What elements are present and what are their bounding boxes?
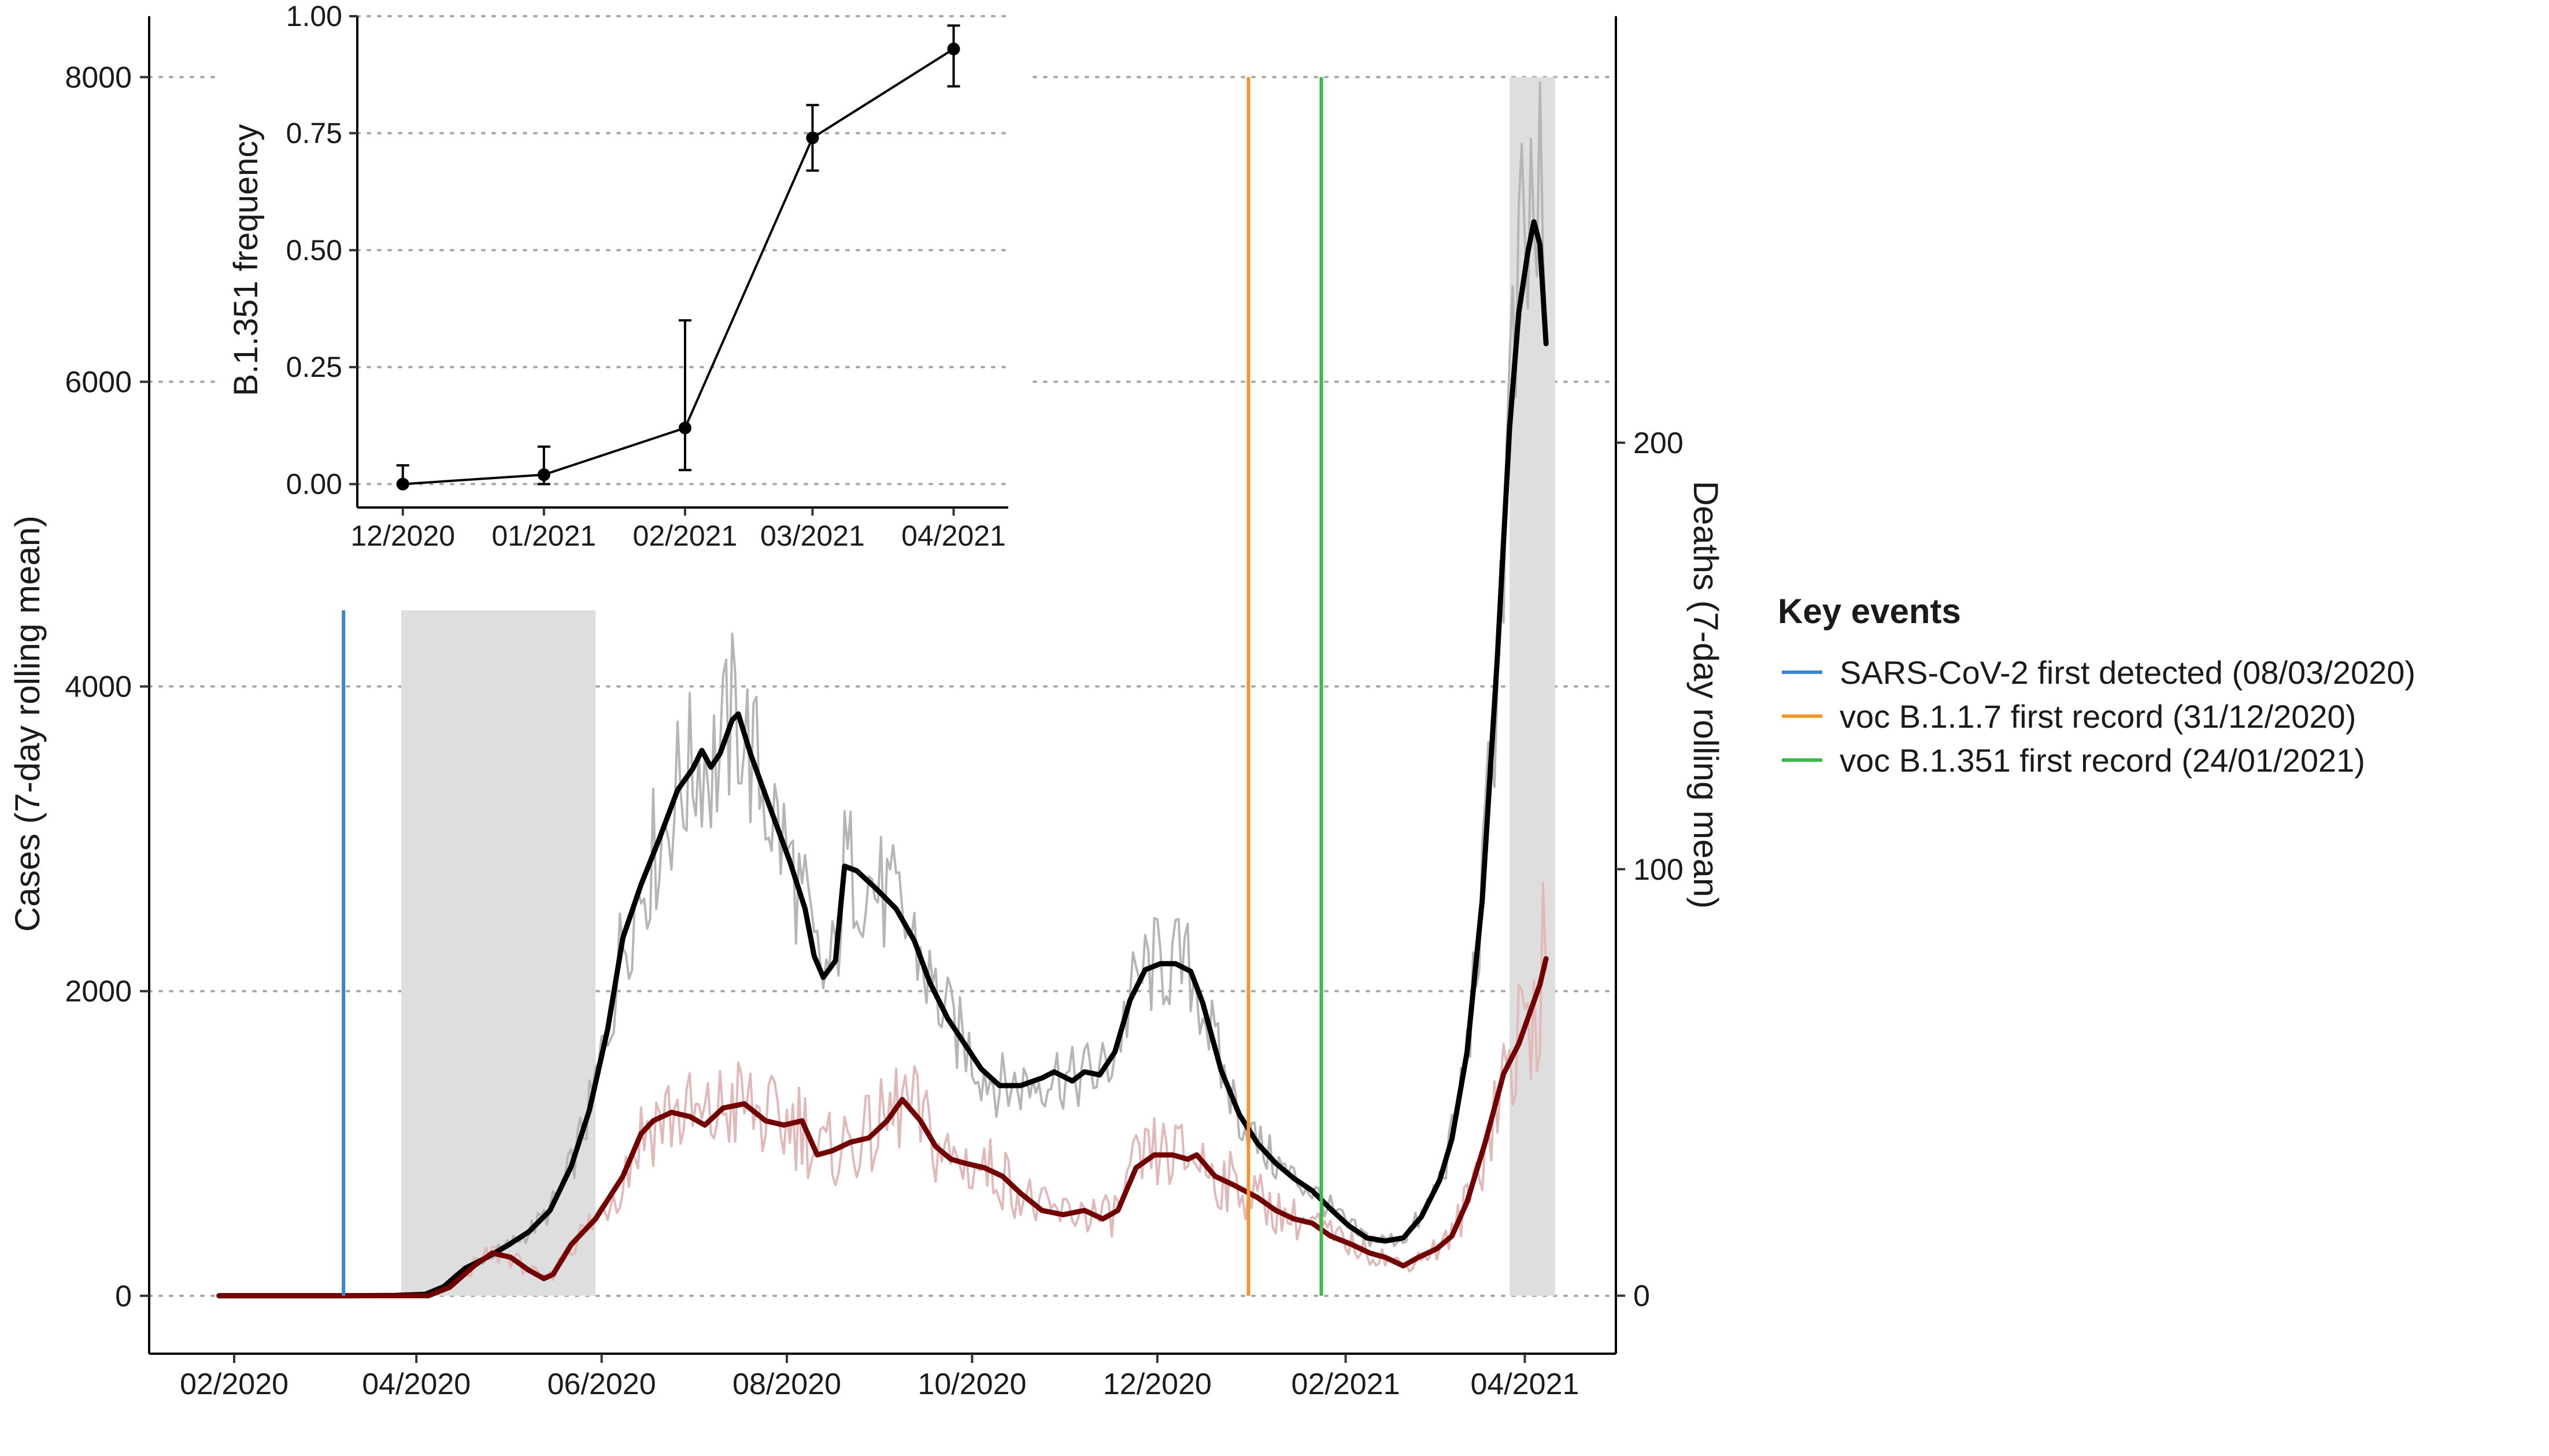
legend-entry-1: SARS-CoV-2 first detected (08/03/2020) [1782, 654, 2415, 691]
x-tick-label: 02/2020 [180, 1368, 288, 1401]
rolling-cases-line [216, 219, 1549, 1299]
inset-x-tick-label: 02/2021 [633, 520, 738, 552]
y-left-tick-label: 8000 [65, 61, 132, 94]
legend-entry-3: voc B.1.351 first record (24/01/2021) [1782, 742, 2365, 779]
inset-point-1 [396, 477, 409, 491]
inset-x-tick-label: 12/2020 [350, 520, 455, 552]
x-tick-label: 08/2020 [732, 1368, 841, 1401]
inset-y-tick-label: 1.00 [286, 0, 342, 32]
main-event-lines [342, 77, 1323, 1296]
y-left-tick-label: 4000 [65, 670, 132, 704]
y-left-tick-label: 6000 [65, 366, 132, 399]
y-left-tick-label: 2000 [65, 975, 132, 1009]
inset-y-axis-title: B.1.351 frequency [227, 124, 265, 397]
legend-title: Key events [1778, 592, 1961, 631]
shaded-period-2 [1510, 77, 1555, 1296]
inset-gridlines [356, 15, 1009, 486]
y-right-tick-label: 200 [1633, 427, 1684, 460]
x-tick-label: 10/2020 [918, 1368, 1026, 1401]
inset-point-3 [678, 421, 691, 435]
y-right-tick-label: 0 [1633, 1280, 1650, 1313]
inset-x-tick-label: 04/2021 [901, 520, 1006, 552]
inset-axes [356, 16, 1008, 509]
legend-label: voc B.1.351 first record (24/01/2021) [1840, 742, 2365, 779]
inset-error-bar-3 [678, 319, 691, 472]
inset-error-bar-5 [947, 24, 960, 88]
inset-point-4 [806, 131, 819, 145]
legend: Key events SARS-CoV-2 first detected (08… [1778, 592, 2415, 779]
inset-y-tick-label: 0.50 [286, 234, 342, 266]
x-tick-label: 12/2020 [1103, 1368, 1212, 1401]
main-chart: 0 2000 4000 6000 8000 0 100 200 02/2020 04/2020 06… [8, 16, 1725, 1401]
rolling-deaths-line [216, 956, 1549, 1299]
inset-points [396, 42, 960, 491]
shaded-period-1 [401, 610, 596, 1296]
x-tick-label: 04/2021 [1470, 1368, 1579, 1401]
inset-background [217, 0, 1029, 566]
inset-y-tick-label: 0.75 [286, 117, 342, 149]
x-tick-label: 04/2020 [362, 1368, 471, 1401]
inset-point-5 [947, 42, 960, 55]
legend-label: voc B.1.1.7 first record (31/12/2020) [1840, 698, 2356, 735]
legend-label: SARS-CoV-2 first detected (08/03/2020) [1840, 654, 2415, 691]
inset-chart: 0.00 0.25 0.50 0.75 1.00 12/2020 01/2021 02/202… [217, 0, 1029, 566]
inset-point-2 [537, 468, 550, 481]
x-tick-label: 02/2021 [1292, 1368, 1400, 1401]
legend-entries: SARS-CoV-2 first detected (08/03/2020) vo… [1782, 654, 2415, 779]
main-axes [148, 16, 1617, 1355]
y-left-axis-title: Cases (7-day rolling mean) [8, 516, 47, 932]
x-tick-label: 06/2020 [547, 1368, 656, 1401]
y-right-axis-title: Deaths (7-day rolling mean) [1686, 481, 1725, 909]
inset-x-tick-label: 01/2021 [491, 520, 596, 552]
y-left-tick-label: 0 [115, 1280, 132, 1313]
inset-y-tick-label: 0.00 [286, 468, 342, 501]
inset-y-tick-label: 0.25 [286, 351, 342, 383]
main-rolling-series [216, 219, 1549, 1299]
legend-entry-2: voc B.1.1.7 first record (31/12/2020) [1782, 698, 2356, 735]
y-right-tick-label: 100 [1633, 853, 1684, 887]
main-ticks: 0 2000 4000 6000 8000 0 100 200 02/2020 04/2020 06… [65, 61, 1683, 1401]
inset-ticks: 0.00 0.25 0.50 0.75 1.00 12/2020 01/2021 02/202… [286, 0, 1006, 552]
inset-x-tick-label: 03/2021 [760, 520, 865, 552]
